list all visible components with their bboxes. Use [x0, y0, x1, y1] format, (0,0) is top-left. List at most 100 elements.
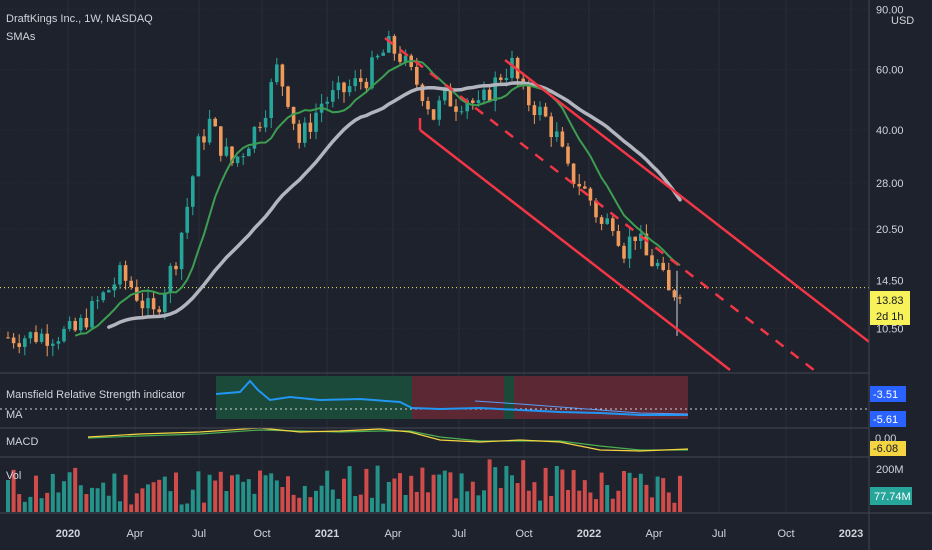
rs-positive-zone [504, 376, 514, 419]
candle [471, 97, 475, 110]
candle [241, 153, 245, 166]
candle [157, 305, 161, 316]
volume-bar [588, 492, 593, 512]
candle [112, 277, 117, 298]
volume-bar [252, 493, 257, 512]
volume-bar [39, 498, 44, 512]
time-tick-label: Apr [384, 528, 401, 540]
candle [67, 316, 72, 332]
volume-bar [263, 475, 268, 512]
macd-pane-title[interactable]: MACD [6, 436, 38, 448]
volume-bar [314, 490, 318, 512]
time-tick-label: Oct [777, 528, 794, 540]
candle [437, 95, 441, 126]
volume-value: 77.74M [874, 491, 911, 503]
candle [616, 224, 621, 247]
volume-bar [560, 469, 565, 512]
price-tick-label: 40.00 [876, 125, 904, 137]
currency-label: USD [891, 15, 914, 27]
volume-bar [230, 475, 234, 512]
candle [90, 296, 94, 330]
candle [73, 317, 77, 332]
volume-bar [185, 503, 190, 512]
candle [56, 336, 61, 350]
candle [95, 296, 100, 310]
indicator-label[interactable]: SMAs [6, 31, 36, 43]
candle [459, 105, 464, 115]
candle [583, 180, 587, 190]
channel-upper[interactable] [504, 59, 870, 343]
volume-bar [140, 488, 145, 512]
volume-bar [414, 491, 419, 512]
volume-bar [258, 470, 262, 512]
volume-bar [319, 485, 324, 512]
candle [129, 276, 133, 290]
volume-bar [532, 482, 537, 512]
volume-bar [34, 475, 38, 512]
volume-bar [190, 489, 195, 512]
time-tick-label: Jul [452, 528, 466, 540]
macd-line [87, 427, 689, 452]
time-tick-label: 2021 [315, 528, 339, 540]
candle [286, 85, 290, 109]
price-tick-label: 28.00 [876, 178, 904, 190]
time-tick-label: Oct [253, 528, 270, 540]
trend-channel[interactable] [384, 37, 870, 376]
rs-value-tag: -3.51 -5.61 [870, 386, 906, 427]
candle [549, 112, 553, 147]
volume-bar [493, 467, 498, 512]
vol-pane-title[interactable]: Vol [6, 470, 21, 482]
candle [661, 256, 665, 272]
candle [633, 236, 637, 250]
candle [275, 57, 279, 85]
candle [499, 73, 503, 84]
rs-ma-value: -5.61 [873, 414, 898, 426]
candle [359, 69, 363, 90]
volume-bar [476, 495, 481, 512]
candle [107, 289, 111, 293]
channel-mid-dashed[interactable] [384, 37, 821, 376]
candle [678, 294, 682, 304]
candle [331, 80, 335, 108]
candle [667, 262, 671, 291]
volume-bar [146, 484, 150, 512]
candle [123, 260, 128, 290]
time-tick-label: 2023 [839, 528, 863, 540]
volume-bar [291, 494, 296, 512]
rs-ma-title[interactable]: MA [6, 409, 23, 421]
candle [11, 333, 16, 349]
rs-pane-title[interactable]: Mansfield Relative Strength indicator [6, 389, 185, 401]
price-axis[interactable]: 90.00 60.00 40.00 28.00 20.50 14.50 10.50 [876, 4, 904, 335]
volume-bar [504, 465, 509, 512]
candle [23, 335, 27, 356]
candle [258, 121, 262, 132]
volume-bar [510, 475, 514, 512]
volume-bar [459, 473, 464, 512]
volume-bar [235, 474, 240, 512]
volume-bar [78, 485, 83, 512]
volume-bar [398, 473, 402, 512]
volume-value-tag: 200M 77.74M [870, 464, 912, 505]
channel-lower[interactable] [419, 129, 731, 371]
time-axis[interactable]: 2020 Apr Jul Oct 2021 Apr Jul Oct 2022 Apr Jul Oct 2… [56, 528, 863, 540]
candle [213, 117, 217, 127]
volume-bar [498, 487, 503, 512]
volume-bar [168, 491, 173, 512]
volume-bar [45, 492, 50, 512]
volume-bar [661, 478, 666, 512]
volume-bar [370, 497, 374, 512]
volume-bar [67, 472, 72, 512]
sma-slow-line [107, 81, 682, 329]
candle [403, 49, 408, 67]
candle [487, 87, 492, 103]
volume-bar [246, 479, 251, 512]
volume-bar [554, 465, 559, 512]
rs-indicator [0, 379, 869, 416]
candle [650, 249, 654, 267]
volume-bar [280, 487, 285, 512]
candle [431, 108, 436, 121]
volume-bar [224, 491, 229, 512]
volume-bar [437, 474, 442, 512]
volume-bar [482, 490, 486, 512]
